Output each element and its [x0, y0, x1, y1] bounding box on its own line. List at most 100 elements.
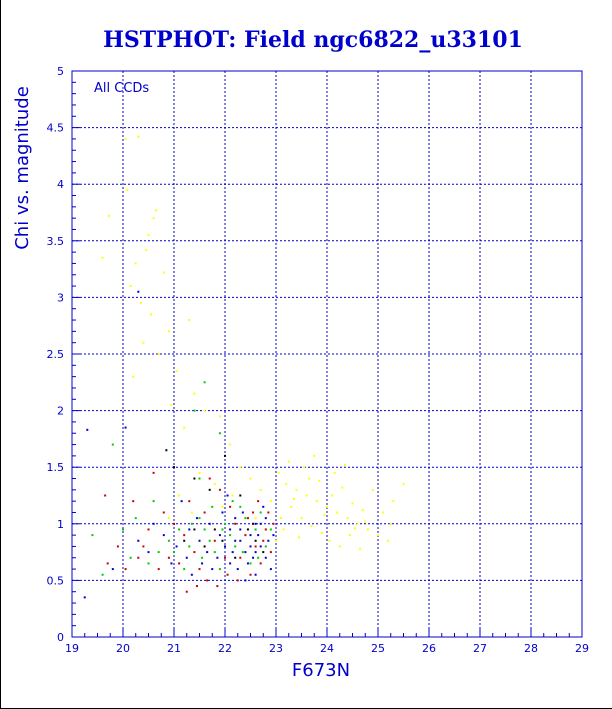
data-point: [152, 522, 155, 525]
data-point: [224, 545, 226, 548]
data-point: [259, 562, 262, 565]
data-point: [198, 517, 201, 520]
data-point: [137, 290, 140, 293]
data-point: [147, 562, 150, 565]
data-point: [167, 330, 170, 333]
data-point: [188, 500, 191, 503]
data-point: [231, 494, 234, 497]
data-point: [229, 443, 232, 446]
data-point: [193, 551, 196, 554]
y-tick-label: 3: [57, 291, 64, 304]
data-point: [116, 545, 119, 548]
data-point: [313, 454, 316, 457]
data-point: [338, 545, 341, 548]
x-tick-label: 19: [65, 642, 79, 655]
data-point: [257, 500, 260, 503]
data-point: [203, 528, 206, 531]
data-point: [392, 500, 395, 503]
data-point: [124, 568, 127, 571]
x-tick-label: 20: [116, 642, 130, 655]
data-point: [252, 511, 255, 514]
data-point: [239, 528, 242, 531]
data-point: [336, 511, 339, 514]
data-point: [254, 522, 257, 525]
data-point: [190, 511, 193, 514]
x-tick-label: 28: [524, 642, 538, 655]
data-point: [86, 428, 89, 431]
data-point: [239, 556, 242, 559]
x-axis-label: F673N: [292, 660, 350, 681]
data-point: [150, 313, 153, 316]
data-point: [269, 528, 272, 531]
data-point: [144, 248, 147, 251]
data-point: [124, 137, 127, 140]
data-point: [122, 528, 124, 531]
data-point: [249, 573, 252, 576]
data-point: [195, 517, 198, 520]
data-point: [193, 528, 196, 531]
data-point: [259, 488, 262, 491]
data-point: [142, 341, 145, 344]
data-point: [213, 483, 216, 486]
y-tick-label: 0: [57, 631, 64, 644]
x-tick-label: 26: [422, 642, 436, 655]
data-point: [132, 500, 135, 503]
data-point: [231, 551, 234, 554]
data-point: [287, 460, 290, 463]
data-point: [254, 528, 257, 531]
data-point: [346, 517, 349, 520]
data-point: [221, 528, 224, 531]
data-point: [208, 488, 211, 491]
data-point: [134, 517, 137, 520]
data-point: [259, 522, 262, 525]
data-point: [142, 545, 145, 548]
data-point: [208, 522, 211, 525]
data-point: [101, 573, 104, 576]
data-point: [162, 534, 165, 537]
x-tick-label: 23: [269, 642, 283, 655]
data-point: [333, 471, 336, 474]
data-point: [267, 539, 270, 542]
x-tick-label: 29: [575, 642, 589, 655]
data-point: [252, 522, 255, 525]
data-point: [147, 528, 150, 531]
data-point: [211, 568, 214, 571]
data-point: [272, 522, 275, 525]
data-point: [173, 551, 175, 554]
y-tick-label: 0.5: [47, 574, 65, 587]
data-point: [226, 494, 229, 497]
data-point: [188, 545, 191, 548]
data-point: [300, 517, 303, 520]
data-point: [152, 217, 155, 220]
x-tick-label: 21: [167, 642, 181, 655]
data-point: [264, 528, 267, 531]
data-point: [246, 562, 249, 565]
data-point: [303, 466, 306, 469]
data-point: [129, 556, 132, 559]
data-point: [211, 505, 214, 508]
data-point: [198, 471, 201, 474]
data-point: [216, 585, 219, 588]
data-point: [221, 511, 224, 514]
data-point: [126, 188, 129, 191]
data-point: [290, 505, 293, 508]
data-point: [152, 500, 155, 503]
chart-title: HSTPHOT: Field ngc6822_u33101: [103, 27, 523, 53]
data-point: [201, 562, 204, 565]
y-tick-label: 5: [57, 65, 64, 78]
data-point: [292, 497, 295, 500]
data-point: [173, 522, 175, 525]
data-point: [269, 551, 272, 554]
data-point: [359, 547, 362, 550]
data-point: [162, 271, 165, 274]
data-point: [152, 471, 155, 474]
data-point: [218, 488, 221, 491]
y-tick-label: 4: [57, 178, 64, 191]
data-point: [137, 556, 140, 559]
data-point: [234, 539, 237, 542]
data-point: [323, 513, 326, 516]
data-point: [175, 369, 178, 372]
data-point: [236, 568, 239, 571]
y-tick-label: 2.5: [47, 348, 65, 361]
data-point: [167, 539, 170, 542]
